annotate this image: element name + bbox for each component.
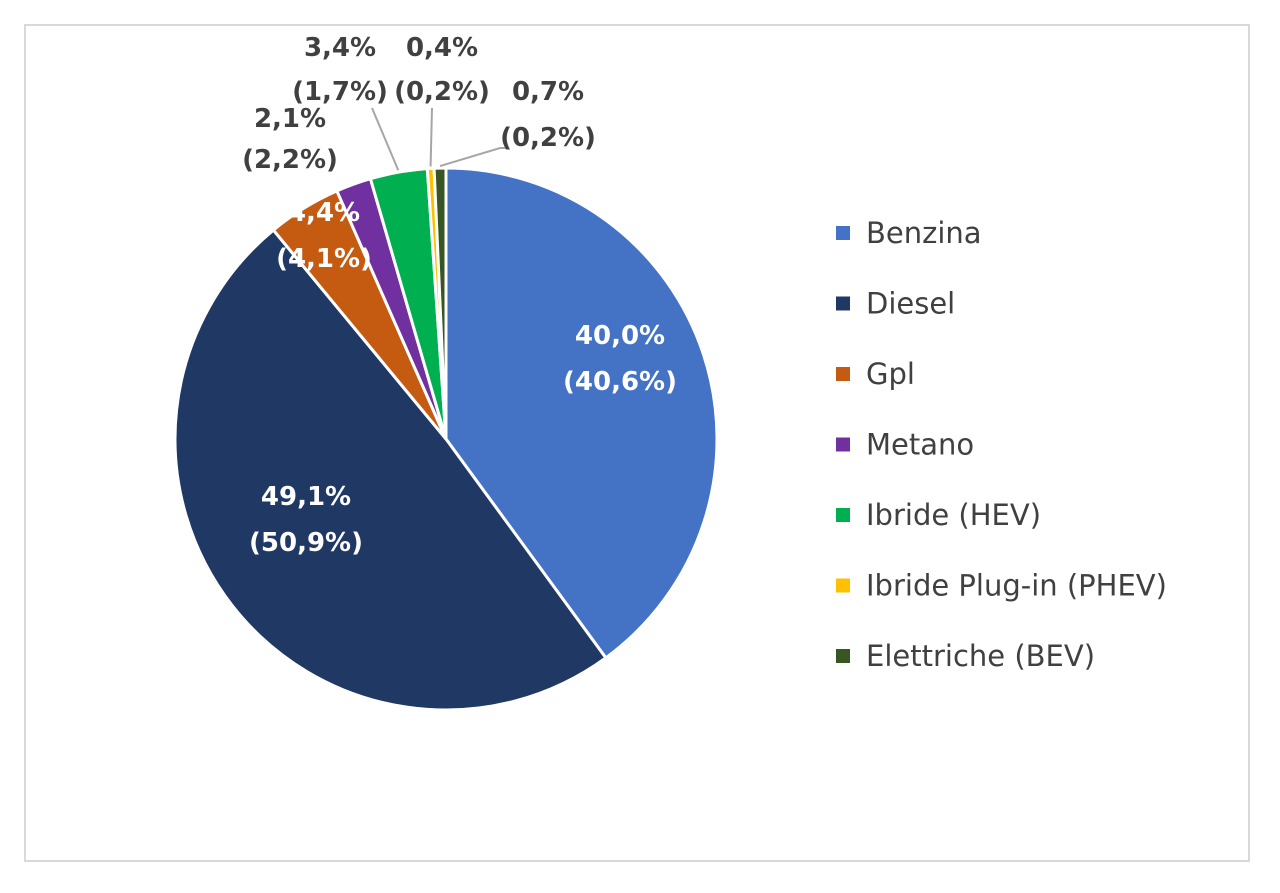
pie-slice-elettriche-bev bbox=[432, 166, 448, 440]
slice-label-gpl: 4,4% bbox=[288, 198, 360, 228]
legend-swatch-gpl bbox=[836, 367, 850, 381]
legend-swatch-elettriche-bev bbox=[836, 649, 850, 663]
slice-labels: 40,0% (40,6%) 49,1% (50,9%) 4,4% (4,1%) 2,1% (2… bbox=[242, 33, 677, 558]
leader-lines bbox=[371, 107, 508, 171]
slice-sublabel-benzina: (40,6%) bbox=[563, 367, 677, 397]
legend-swatch-benzina bbox=[836, 226, 850, 240]
legend: Benzina Diesel Gpl Metano Ibride (HEV) Ibride… bbox=[836, 216, 1167, 673]
slice-sublabel-diesel: (50,9%) bbox=[249, 528, 363, 558]
slice-label-metano: 2,1% bbox=[254, 104, 326, 134]
legend-swatch-ibride-plug-in-phev bbox=[836, 578, 850, 593]
legend-label-gpl: Gpl bbox=[866, 357, 915, 391]
slice-sublabel-ibride-plug-in-phev: (0,2%) bbox=[394, 77, 490, 107]
legend-label-elettriche-bev: Elettriche (BEV) bbox=[866, 639, 1095, 673]
slice-label-ibride-hev: 3,4% bbox=[304, 33, 376, 63]
pie-slice-diesel bbox=[173, 227, 608, 712]
legend-label-benzina: Benzina bbox=[866, 216, 982, 250]
slice-sublabel-metano: (2,2%) bbox=[242, 145, 338, 175]
slice-sublabel-gpl: (4,1%) bbox=[276, 244, 372, 274]
leader-line-elettriche-bev bbox=[439, 147, 508, 168]
legend-label-diesel: Diesel bbox=[866, 287, 955, 321]
legend-swatch-metano bbox=[836, 437, 850, 452]
leader-line-ibride-hev bbox=[371, 107, 400, 171]
slice-label-ibride-plug-in-phev: 0,4% bbox=[406, 33, 478, 63]
slice-label-elettriche-bev: 0,7% bbox=[512, 77, 584, 107]
slice-sublabel-ibride-hev: (1,7%) bbox=[292, 77, 388, 107]
leader-line-ibride-plug-in-phev bbox=[429, 107, 433, 167]
legend-label-ibride-hev: Ibride (HEV) bbox=[866, 498, 1041, 532]
legend-swatch-ibride-hev bbox=[836, 508, 850, 522]
pie-slice-benzina bbox=[444, 166, 719, 660]
legend-label-metano: Metano bbox=[866, 428, 974, 462]
slice-sublabel-elettriche-bev: (0,2%) bbox=[500, 123, 596, 153]
legend-label-ibride-plug-in-phev: Ibride Plug-in (PHEV) bbox=[866, 569, 1167, 603]
slice-label-diesel: 49,1% bbox=[261, 482, 351, 512]
slice-label-benzina: 40,0% bbox=[575, 321, 665, 351]
legend-swatch-diesel bbox=[836, 296, 850, 311]
pie-slices bbox=[173, 166, 719, 712]
